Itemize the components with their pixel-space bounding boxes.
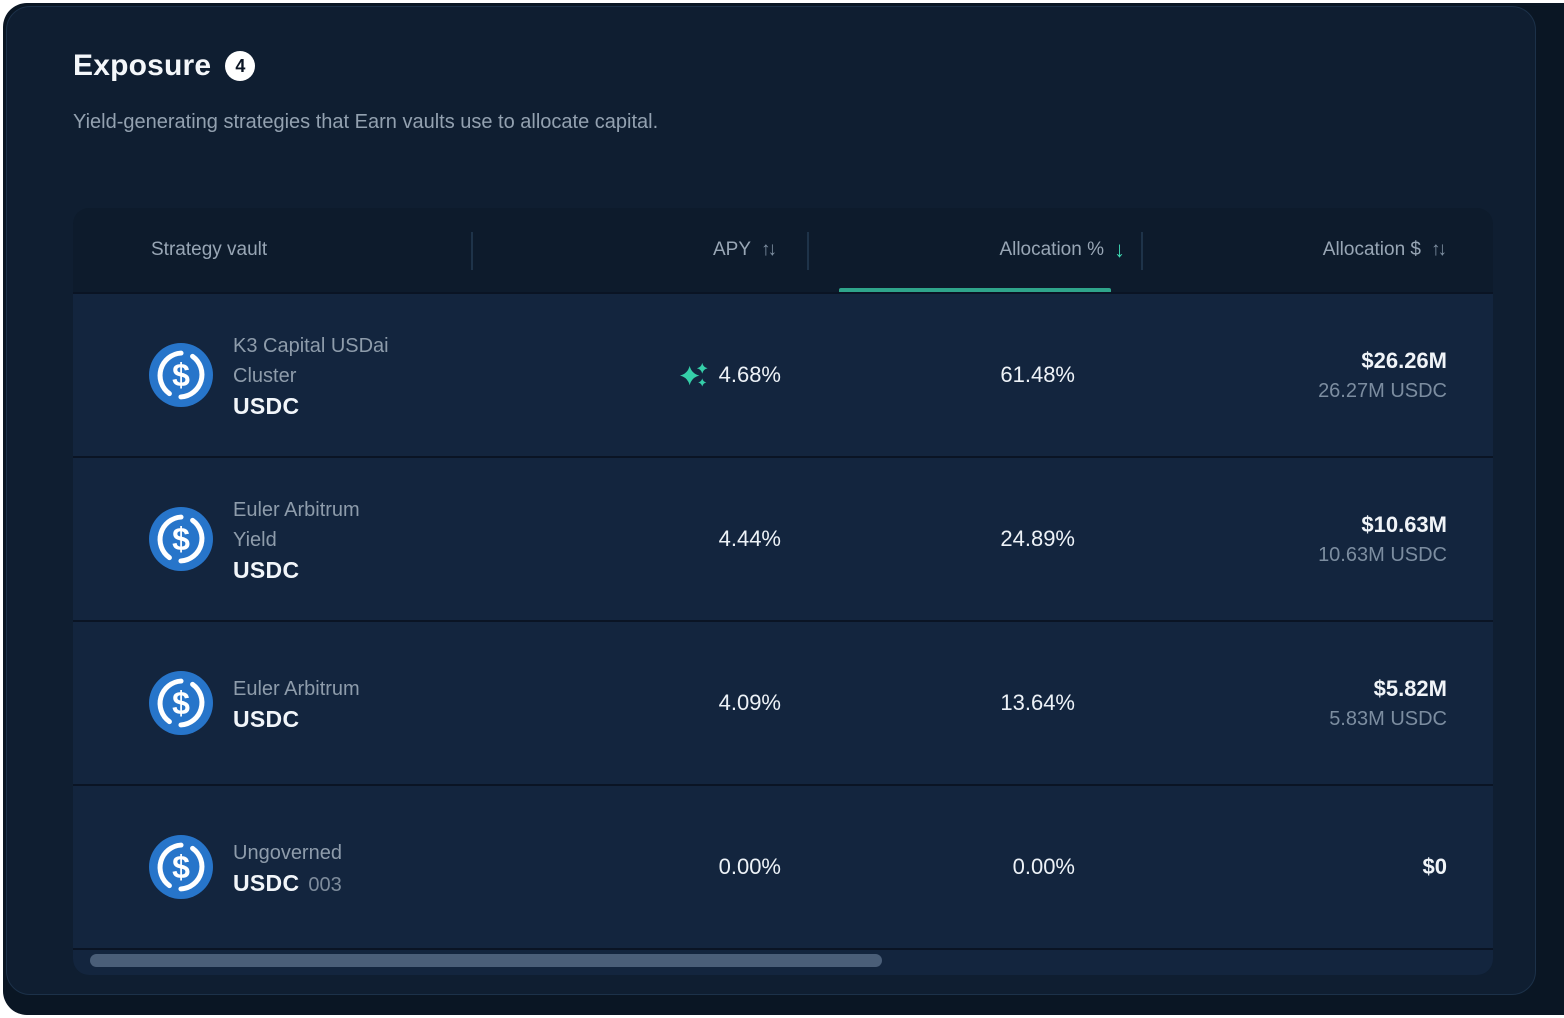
apy-cell: 4.09% — [471, 622, 807, 784]
vault-name: Euler Arbitrum Yield — [233, 498, 360, 551]
column-label: Allocation $ — [1322, 239, 1421, 260]
vault-info: Ungoverned USDC 003 — [233, 838, 342, 897]
vault-info: Euler Arbitrum USDC — [233, 674, 360, 733]
table-row-ungoverned[interactable]: Ungoverned USDC 003 0.00% 0.00% $0 — [73, 784, 1493, 948]
count-badge: 4 — [225, 51, 256, 81]
boosted-apy-sparkles-icon — [679, 362, 708, 387]
section-title: Exposure — [73, 49, 212, 82]
column-divider — [807, 232, 809, 270]
section-header: Exposure 4 — [73, 49, 1535, 83]
column-header-allocation-pct[interactable]: Allocation % ↓ — [807, 208, 1141, 292]
vault-token: USDC — [233, 705, 300, 732]
allocation-pct-value: 13.64% — [1000, 690, 1075, 715]
allocation-usd-cell: $10.63M 10.63M USDC — [1141, 458, 1493, 620]
allocation-usd-cell: $26.26M 26.27M USDC — [1141, 294, 1493, 456]
page-background: Exposure 4 Yield-generating strategies t… — [3, 3, 1564, 1015]
usdc-token-icon — [149, 507, 213, 571]
allocation-pct-value: 61.48% — [1000, 362, 1075, 387]
table-row-euler-arbitrum-yield[interactable]: Euler Arbitrum Yield USDC 4.44% 24.89% $… — [73, 456, 1493, 620]
apy-cell: 4.44% — [471, 458, 807, 620]
column-label: APY — [712, 239, 751, 260]
allocation-usd-value: $5.82M — [1373, 675, 1447, 701]
apy-value: 0.00% — [718, 854, 781, 879]
column-header-apy[interactable]: APY ↑↓ — [471, 208, 807, 292]
column-header-allocation-usd[interactable]: Allocation $ ↑↓ — [1141, 208, 1493, 292]
allocation-pct-cell: 61.48% — [807, 294, 1141, 456]
apy-cell: 0.00% — [471, 786, 807, 948]
column-divider — [471, 232, 473, 270]
exposure-table: Strategy vault APY ↑↓ Allocation % ↓ All… — [73, 208, 1493, 975]
vault-token: USDC — [233, 392, 300, 419]
allocation-pct-cell: 24.89% — [807, 458, 1141, 620]
allocation-pct-value: 24.89% — [1000, 526, 1075, 551]
horizontal-scrollbar-thumb[interactable] — [90, 954, 882, 967]
section-subtitle: Yield-generating strategies that Earn va… — [73, 111, 659, 133]
vault-info: Euler Arbitrum Yield USDC — [233, 495, 360, 584]
allocation-pct-value: 0.00% — [1012, 854, 1075, 879]
sort-both-icon: ↑↓ — [1431, 239, 1447, 260]
column-label: Allocation % — [999, 239, 1104, 260]
usdc-token-icon — [149, 343, 213, 407]
vault-name: Ungoverned — [233, 841, 342, 864]
table-row-euler-arbitrum[interactable]: Euler Arbitrum USDC 4.09% 13.64% $5.82M — [73, 620, 1493, 784]
sort-desc-icon: ↓ — [1114, 237, 1125, 262]
column-divider — [1141, 232, 1143, 270]
horizontal-scrollbar-track[interactable] — [73, 948, 1493, 975]
vault-name: K3 Capital USDai Cluster — [233, 334, 389, 387]
allocation-usd-cell: $0 — [1141, 786, 1493, 948]
column-label: Strategy vault — [151, 239, 268, 260]
sort-both-icon: ↑↓ — [761, 239, 777, 260]
vault-info: K3 Capital USDai Cluster USDC — [233, 331, 389, 420]
allocation-token-amount: 10.63M USDC — [1318, 543, 1447, 566]
exposure-card: Exposure 4 Yield-generating strategies t… — [6, 6, 1536, 995]
vault-name: Euler Arbitrum — [233, 677, 360, 700]
allocation-usd-value: $0 — [1422, 854, 1447, 879]
allocation-token-amount: 26.27M USDC — [1318, 379, 1447, 402]
table-header: Strategy vault APY ↑↓ Allocation % ↓ All… — [73, 208, 1493, 292]
vault-token-suffix: 003 — [308, 873, 342, 896]
allocation-pct-cell: 0.00% — [807, 786, 1141, 948]
allocation-pct-cell: 13.64% — [807, 622, 1141, 784]
vault-token: USDC — [233, 869, 300, 896]
apy-value: 4.09% — [718, 690, 781, 715]
allocation-usd-cell: $5.82M 5.83M USDC — [1141, 622, 1493, 784]
apy-value: 4.68% — [718, 362, 781, 387]
usdc-token-icon — [149, 835, 213, 899]
apy-cell: 4.68% — [471, 294, 807, 456]
allocation-usd-value: $26.26M — [1361, 347, 1447, 373]
allocation-token-amount: 5.83M USDC — [1329, 707, 1447, 730]
usdc-token-icon — [149, 671, 213, 735]
active-sort-underline — [839, 288, 1111, 292]
vault-token: USDC — [233, 556, 300, 583]
table-row-k3-capital-usdai-cluster[interactable]: K3 Capital USDai Cluster USDC 4.68% 61.4… — [73, 292, 1493, 456]
apy-value: 4.44% — [718, 526, 781, 551]
allocation-usd-value: $10.63M — [1361, 511, 1447, 537]
column-header-strategy-vault[interactable]: Strategy vault — [73, 208, 471, 292]
